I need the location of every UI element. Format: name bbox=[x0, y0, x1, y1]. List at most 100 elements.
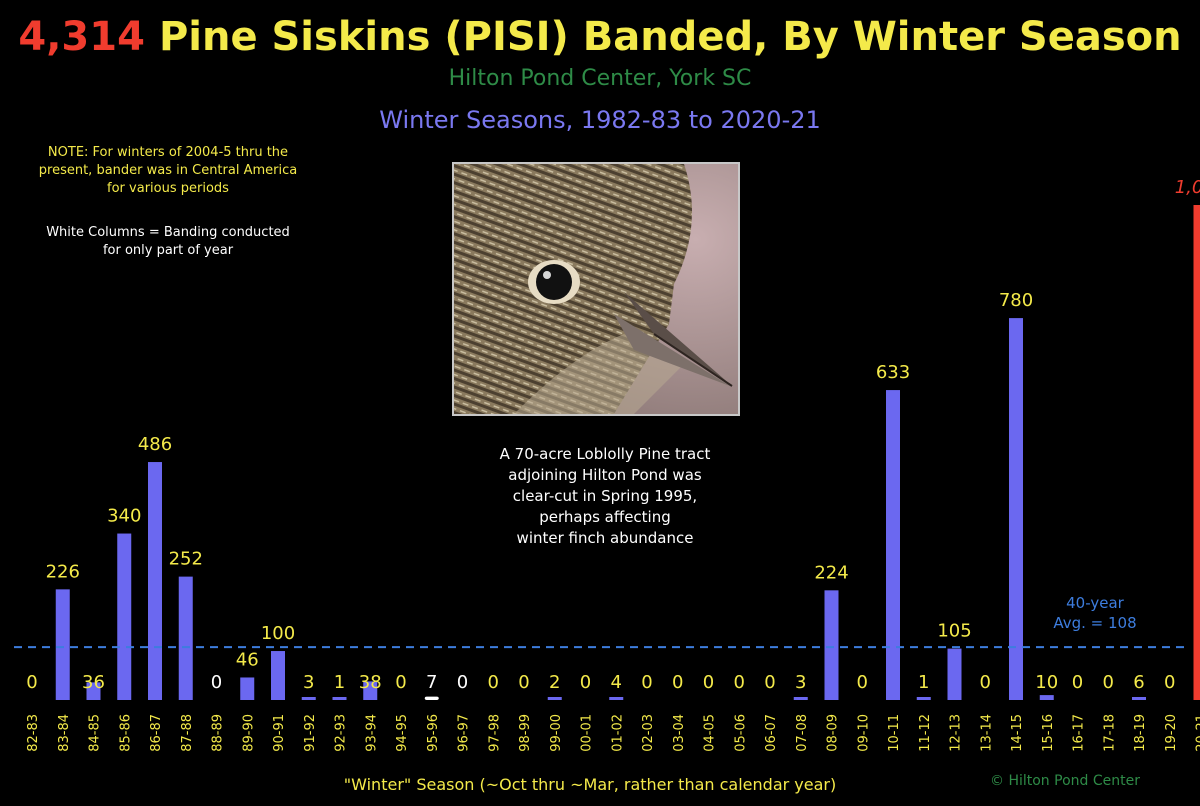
tick-label-14-15: 14-15 bbox=[1010, 714, 1025, 752]
bar-89-90 bbox=[240, 677, 255, 700]
caption-line: winter finch abundance bbox=[516, 529, 694, 547]
tick-label-97-98: 97-98 bbox=[487, 714, 502, 752]
pine-siskin-photo bbox=[452, 162, 740, 416]
tick-label-99-00: 99-00 bbox=[549, 714, 564, 752]
tick-label-17-18: 17-18 bbox=[1102, 714, 1117, 752]
tick-label-11-12: 11-12 bbox=[918, 714, 933, 752]
tick-label-93-94: 93-94 bbox=[364, 714, 379, 752]
value-label-02-03: 0 bbox=[641, 672, 652, 693]
value-label-84-85: 36 bbox=[82, 672, 105, 693]
value-label-01-02: 4 bbox=[611, 672, 622, 693]
bar-87-88 bbox=[178, 576, 193, 700]
title-text: Pine Siskins (PISI) Banded, By Winter Se… bbox=[158, 14, 1182, 60]
caption-line: adjoining Hilton Pond was bbox=[508, 466, 702, 484]
value-label-86-87: 486 bbox=[138, 434, 172, 455]
bar-07-08 bbox=[793, 697, 808, 700]
value-label-18-19: 6 bbox=[1133, 672, 1144, 693]
value-label-03-04: 0 bbox=[672, 672, 683, 693]
note-line: for only part of year bbox=[102, 243, 234, 258]
tick-label-88-89: 88-89 bbox=[211, 714, 226, 752]
tick-label-10-11: 10-11 bbox=[887, 714, 902, 752]
value-label-00-01: 0 bbox=[580, 672, 591, 693]
value-label-08-09: 224 bbox=[814, 562, 848, 583]
tick-label-20-21: 20-21 bbox=[1195, 714, 1200, 752]
tick-label-87-88: 87-88 bbox=[180, 714, 195, 752]
value-label-96-97: 0 bbox=[457, 672, 468, 693]
bar-12-13 bbox=[947, 648, 962, 700]
tick-label-95-96: 95-96 bbox=[426, 714, 441, 752]
bar-08-09 bbox=[824, 590, 839, 700]
bar-83-84 bbox=[55, 589, 70, 700]
credit-text: © Hilton Pond Center bbox=[990, 773, 1140, 789]
note-bander: NOTE: For winters of 2004-5 thru the pre… bbox=[18, 144, 318, 198]
clearcut-caption: A 70-acre Loblolly Pine tract adjoining … bbox=[460, 444, 750, 549]
tick-label-86-87: 86-87 bbox=[149, 714, 164, 752]
tick-label-00-01: 00-01 bbox=[580, 714, 595, 752]
bar-91-92 bbox=[301, 697, 316, 700]
value-label-07-08: 3 bbox=[795, 672, 806, 693]
tick-label-90-91: 90-91 bbox=[272, 714, 287, 752]
value-label-87-88: 252 bbox=[169, 549, 203, 570]
tick-label-18-19: 18-19 bbox=[1133, 714, 1148, 752]
tick-label-07-08: 07-08 bbox=[795, 714, 810, 752]
value-label-90-91: 100 bbox=[261, 623, 295, 644]
value-label-93-94: 38 bbox=[359, 672, 382, 693]
average-label-line: 40-year bbox=[1066, 594, 1124, 612]
value-label-99-00: 2 bbox=[549, 672, 560, 693]
value-label-16-17: 0 bbox=[1072, 672, 1083, 693]
value-label-98-99: 0 bbox=[518, 672, 529, 693]
value-label-14-15: 780 bbox=[999, 290, 1033, 311]
note-line: for various periods bbox=[107, 181, 229, 196]
tick-label-03-04: 03-04 bbox=[672, 714, 687, 752]
average-label-line: Avg. = 108 bbox=[1053, 614, 1137, 632]
chart-title: 4,314 Pine Siskins (PISI) Banded, By Wint… bbox=[0, 14, 1200, 60]
tick-label-09-10: 09-10 bbox=[856, 714, 871, 752]
bar-85-86 bbox=[117, 533, 132, 700]
bar-92-93 bbox=[332, 697, 347, 700]
tick-label-19-20: 19-20 bbox=[1164, 714, 1179, 752]
value-label-83-84: 226 bbox=[46, 561, 80, 582]
value-label-92-93: 1 bbox=[334, 672, 345, 693]
value-label-82-83: 0 bbox=[26, 672, 37, 693]
bar-84-85 bbox=[86, 682, 101, 700]
tick-label-89-90: 89-90 bbox=[241, 714, 256, 752]
value-label-05-06: 0 bbox=[734, 672, 745, 693]
bar-18-19 bbox=[1132, 697, 1146, 700]
bird-illustration bbox=[454, 164, 738, 414]
value-label-91-92: 3 bbox=[303, 672, 314, 693]
total-count: 4,314 bbox=[18, 14, 145, 60]
subtitle-seasons: Winter Seasons, 1982-83 to 2020-21 bbox=[379, 106, 821, 134]
tick-label-94-95: 94-95 bbox=[395, 714, 410, 752]
value-label-17-18: 0 bbox=[1103, 672, 1114, 693]
value-label-85-86: 340 bbox=[107, 506, 141, 527]
value-label-95-96: 7 bbox=[426, 672, 437, 693]
value-label-97-98: 0 bbox=[488, 672, 499, 693]
bar-86-87 bbox=[148, 462, 162, 700]
tick-label-84-85: 84-85 bbox=[88, 714, 103, 752]
bar-15-16 bbox=[1039, 695, 1054, 700]
bar-93-94 bbox=[363, 681, 378, 700]
bar-14-15 bbox=[1009, 318, 1023, 700]
value-label-04-05: 0 bbox=[703, 672, 714, 693]
bar-01-02 bbox=[609, 697, 624, 700]
tick-label-02-03: 02-03 bbox=[641, 714, 656, 752]
note-white-columns: White Columns = Banding conducted for on… bbox=[18, 224, 318, 260]
value-label-13-14: 0 bbox=[980, 672, 991, 693]
tick-label-82-83: 82-83 bbox=[26, 714, 41, 752]
value-label-20-21: 1,011 bbox=[1175, 177, 1200, 198]
note-line: present, bander was in Central America bbox=[38, 163, 298, 178]
value-label-06-07: 0 bbox=[764, 672, 775, 693]
subtitle-location: Hilton Pond Center, York SC bbox=[448, 66, 752, 91]
value-label-09-10: 0 bbox=[857, 672, 868, 693]
tick-label-96-97: 96-97 bbox=[457, 714, 472, 752]
tick-label-85-86: 85-86 bbox=[118, 714, 133, 752]
tick-label-01-02: 01-02 bbox=[610, 714, 625, 752]
tick-label-06-07: 06-07 bbox=[764, 714, 779, 752]
value-label-11-12: 1 bbox=[918, 672, 929, 693]
bar-10-11 bbox=[886, 390, 900, 700]
tick-label-04-05: 04-05 bbox=[703, 714, 718, 752]
value-label-10-11: 633 bbox=[876, 362, 910, 383]
value-label-15-16: 10 bbox=[1035, 672, 1058, 693]
x-axis-label: "Winter" Season (~Oct thru ~Mar, rather … bbox=[343, 775, 837, 794]
